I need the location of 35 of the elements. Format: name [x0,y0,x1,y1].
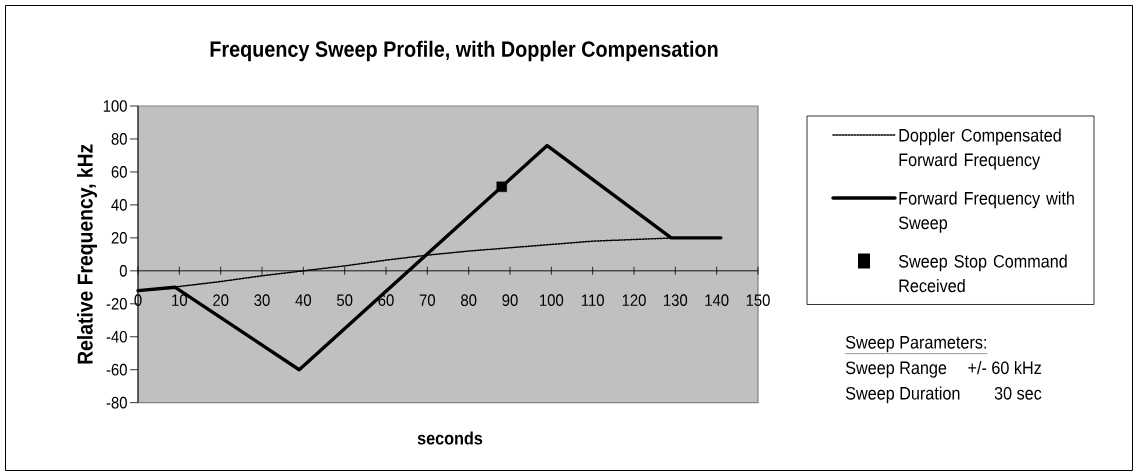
x-tick-label: 80 [461,294,477,307]
x-tick-label: 130 [664,294,688,307]
y-tick-label: -60 [106,363,127,376]
x-tick-label: 10 [172,294,188,307]
x-tick-label: 110 [581,294,604,307]
text: 30 sec [994,386,1042,400]
x-tick-label: 150 [746,294,770,307]
x-axis-title: seconds [417,431,483,445]
text: Sweep Duration [845,386,960,404]
y-tick-label: 60 [111,166,127,178]
y-tick-label: -40 [106,330,127,343]
legend-label: Sweep Stop Command Received [898,254,1067,293]
legend-label: Forward Frequency with Sweep [898,191,1074,233]
y-tick-label: -80 [106,396,127,409]
y-tick-label: 80 [111,133,127,145]
x-tick-label: 50 [337,294,353,307]
y-tick-label: 40 [111,199,127,211]
x-tick-label: 70 [419,294,436,307]
legend-label: Doppler Compensated Forward Frequency [899,128,1061,170]
y-tick-label: 0 [119,264,127,277]
x-tick-label: 30 [254,294,270,307]
y-tick-label: 20 [111,232,127,244]
chart-title: Frequency Sweep Profile, with Doppler Compensation [210,40,718,62]
text: Sweep Parameters: [845,335,986,353]
text: +/- 60 kHz [968,360,1041,375]
text: Sweep Range [845,361,947,378]
x-tick-label: 20 [213,294,229,307]
x-tick-label: 40 [295,294,312,307]
y-axis-title: Relative Frequency, kHz [76,144,98,364]
y-tick-label: 100 [103,100,127,112]
x-tick-label: 120 [622,294,646,307]
x-tick-label: 90 [502,294,518,307]
x-tick-label: 100 [540,294,564,307]
y-tick-label: -20 [106,297,127,310]
x-tick-label: 140 [705,294,729,307]
